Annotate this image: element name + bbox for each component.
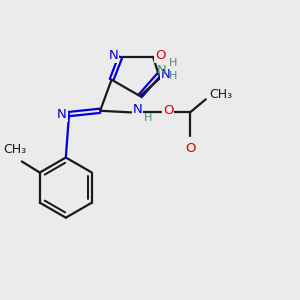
Text: N: N [161, 68, 171, 81]
Text: O: O [155, 49, 166, 62]
Text: H: H [169, 71, 178, 81]
Text: N: N [133, 103, 142, 116]
Text: N: N [157, 64, 167, 77]
Text: N: N [57, 107, 67, 121]
Text: O: O [163, 104, 174, 117]
Text: H: H [144, 113, 152, 123]
Text: N: N [108, 49, 118, 62]
Text: CH₃: CH₃ [4, 142, 27, 156]
Text: H: H [169, 58, 178, 68]
Text: CH₃: CH₃ [210, 88, 233, 101]
Text: O: O [185, 142, 195, 155]
